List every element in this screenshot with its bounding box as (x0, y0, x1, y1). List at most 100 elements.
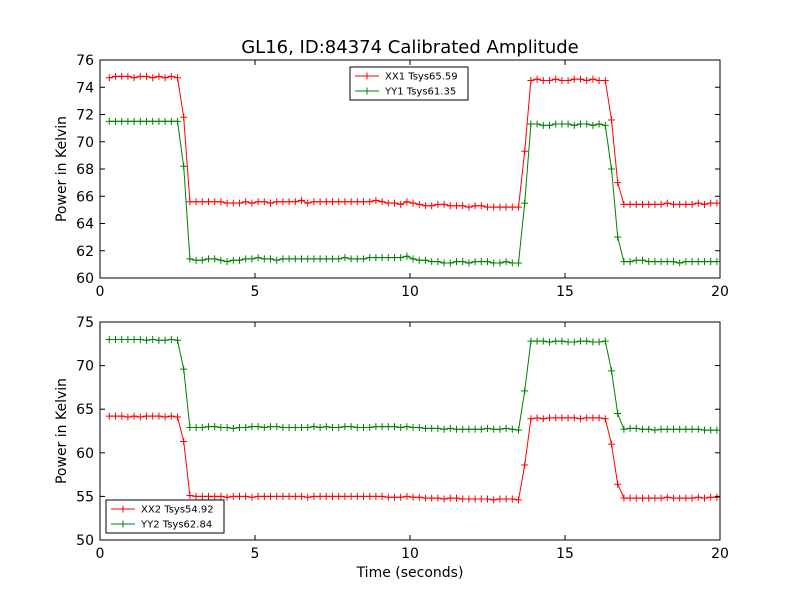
data-point (198, 256, 206, 264)
data-point (291, 198, 299, 206)
data-point (422, 424, 429, 432)
data-point (663, 425, 671, 433)
data-point (614, 480, 622, 488)
data-point (397, 200, 405, 208)
data-point (242, 198, 250, 206)
data-point (335, 492, 343, 500)
data-point (477, 425, 485, 433)
data-point (136, 72, 144, 80)
data-point (149, 412, 157, 420)
data-point (645, 200, 653, 208)
data-point (254, 423, 262, 431)
legend-marker (363, 72, 371, 80)
legend-box (349, 66, 469, 101)
data-point (583, 120, 591, 128)
y-tick-label: 74 (76, 80, 94, 96)
data-point (403, 423, 411, 431)
data-point (440, 495, 448, 503)
data-point (707, 199, 715, 207)
data-point (583, 76, 591, 84)
legend-entry: XX2 Tsys54.92 (141, 505, 214, 516)
data-point (205, 492, 212, 500)
data-point (205, 423, 212, 431)
data-point (155, 72, 163, 80)
data-point (651, 426, 659, 434)
data-point (477, 258, 485, 266)
data-point (285, 255, 293, 263)
data-point (701, 426, 708, 434)
data-point (384, 493, 392, 501)
data-point (632, 200, 640, 208)
data-point (682, 258, 690, 266)
data-point (465, 203, 473, 211)
data-point (254, 492, 262, 500)
data-point (273, 198, 281, 206)
data-point (701, 200, 708, 208)
data-point (316, 492, 324, 500)
data-point (180, 437, 188, 445)
data-point (707, 493, 715, 501)
data-point (391, 423, 398, 431)
data-point (670, 200, 677, 208)
data-point (298, 424, 305, 432)
data-point (205, 255, 212, 263)
data-point (353, 424, 361, 432)
x-tick-label: 5 (251, 546, 260, 562)
data-point (366, 254, 374, 262)
data-point (422, 256, 429, 264)
data-point (192, 424, 200, 432)
data-point (143, 117, 150, 125)
data-point (105, 74, 113, 82)
data-point (589, 121, 597, 129)
x-tick-label: 10 (401, 284, 419, 300)
data-point (353, 492, 361, 500)
data-point (347, 255, 355, 263)
data-point (558, 414, 566, 422)
data-point (378, 423, 386, 431)
y-tick-label: 55 (76, 489, 94, 505)
data-point (192, 256, 200, 264)
data-point (260, 424, 268, 432)
data-point (682, 425, 690, 433)
data-point (527, 337, 535, 345)
data-point (527, 76, 535, 84)
data-point (124, 117, 132, 125)
data-point (614, 179, 622, 187)
data-point (713, 493, 720, 501)
data-point (707, 258, 715, 266)
data-point (465, 495, 473, 503)
data-point (211, 255, 219, 263)
data-point (465, 259, 473, 267)
data-point (502, 258, 510, 266)
data-point (546, 338, 553, 346)
data-point (322, 255, 330, 263)
data-point (118, 335, 126, 343)
data-point (279, 198, 287, 206)
data-point (428, 202, 436, 210)
data-point (589, 414, 597, 422)
data-point (632, 424, 640, 432)
data-point (676, 200, 684, 208)
data-point (453, 425, 460, 433)
data-point (260, 492, 268, 500)
data-point (316, 424, 324, 432)
data-point (161, 336, 169, 344)
data-point (701, 494, 708, 502)
data-point (608, 440, 615, 448)
data-point (192, 492, 200, 500)
data-point (360, 424, 367, 432)
data-point (508, 259, 516, 267)
data-point (378, 198, 386, 206)
data-point (422, 202, 429, 210)
x-tick-label: 15 (556, 546, 574, 562)
data-point (298, 492, 305, 500)
data-point (174, 74, 181, 82)
data-point (428, 424, 436, 432)
data-point (112, 117, 119, 125)
data-point (657, 200, 665, 208)
y-tick-label: 62 (76, 244, 94, 260)
data-point (701, 258, 708, 266)
data-point (682, 494, 690, 502)
data-point (657, 425, 665, 433)
data-point (459, 425, 467, 433)
